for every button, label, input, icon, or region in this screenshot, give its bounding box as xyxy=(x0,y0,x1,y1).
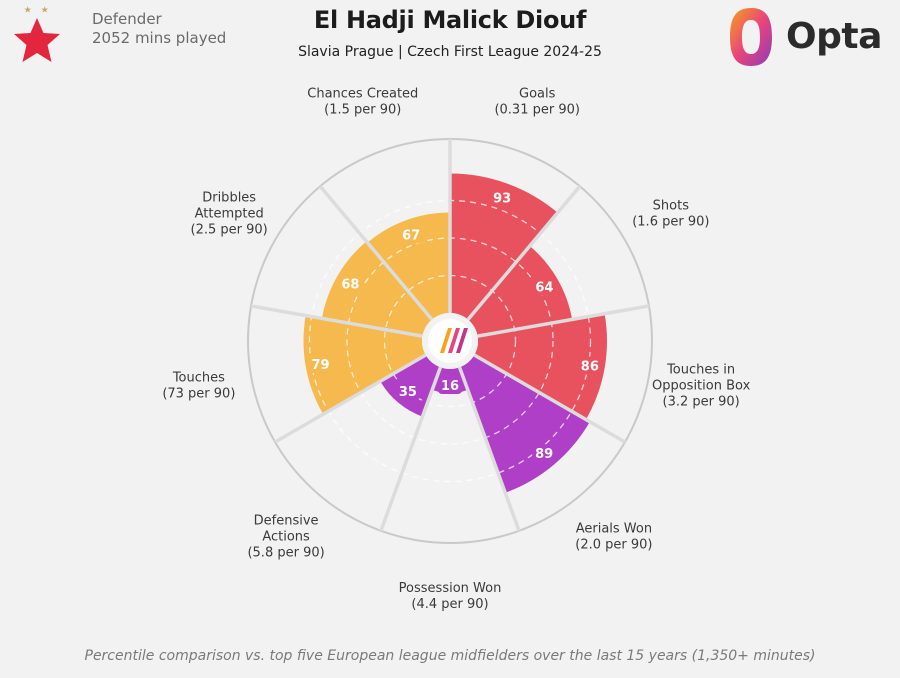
svg-text:93: 93 xyxy=(493,192,511,207)
category-label-3: Aerials Won (2.0 per 90) xyxy=(575,521,652,552)
category-label-6: Touches (73 per 90) xyxy=(162,370,235,401)
opta-logo-icon xyxy=(730,8,772,66)
title-block: El Hadji Malick Diouf Slavia Prague | Cz… xyxy=(0,6,900,60)
header-left: Defender 2052 mins played xyxy=(8,4,268,68)
brand-wordmark: Opta xyxy=(786,16,882,57)
player-meta: Defender 2052 mins played xyxy=(92,10,226,48)
radar-wedge-3 xyxy=(459,355,590,493)
svg-text:16: 16 xyxy=(441,379,459,394)
svg-text:35: 35 xyxy=(399,385,417,400)
value-label-6: 79 xyxy=(308,354,333,373)
category-label-0: Goals (0.31 per 90) xyxy=(494,86,580,117)
category-label-7: Dribbles Attempted (2.5 per 90) xyxy=(191,191,268,238)
radar-wedge-0 xyxy=(450,173,558,320)
category-label-8: Chances Created (1.5 per 90) xyxy=(307,86,418,117)
brand: Opta xyxy=(724,4,894,70)
svg-text:79: 79 xyxy=(311,358,329,373)
value-label-0: 93 xyxy=(490,188,515,207)
player-position: Defender xyxy=(92,10,162,28)
footnote: Percentile comparison vs. top five Europ… xyxy=(84,648,816,664)
radar-wedge-2 xyxy=(474,313,608,420)
radar-wedge-8 xyxy=(367,212,450,320)
minutes-played: 2052 mins played xyxy=(92,29,227,47)
radar-spoke-6 xyxy=(274,353,427,444)
svg-text:68: 68 xyxy=(341,278,359,293)
radar-spoke-8 xyxy=(318,185,434,321)
radar-spoke-5 xyxy=(379,366,443,532)
value-label-7: 68 xyxy=(338,274,363,293)
player-name: El Hadji Malick Diouf xyxy=(313,6,587,34)
category-label-4: Possession Won (4.4 per 90) xyxy=(399,581,502,612)
value-label-5: 35 xyxy=(395,382,420,401)
radar-spoke-1 xyxy=(466,185,582,321)
center-logo-icon xyxy=(440,328,468,353)
radar-spoke-7 xyxy=(250,304,423,338)
value-label-8: 67 xyxy=(399,225,424,244)
svg-text:67: 67 xyxy=(402,228,420,243)
radar-wedge-1 xyxy=(467,246,573,337)
subtitle: Slavia Prague | Czech First League 2024-… xyxy=(298,44,602,60)
value-label-3: 89 xyxy=(532,444,557,463)
category-label-1: Shots (1.6 per 90) xyxy=(632,199,709,230)
svg-text:64: 64 xyxy=(535,281,553,296)
value-label-4: 16 xyxy=(438,376,462,394)
radar-wedge-6 xyxy=(303,315,426,415)
value-label-2: 86 xyxy=(577,356,602,375)
slavia-star-icon xyxy=(14,6,60,62)
radar-spoke-4 xyxy=(457,366,521,532)
svg-text:89: 89 xyxy=(535,447,553,462)
category-label-5: Defensive Actions (5.8 per 90) xyxy=(247,513,324,560)
value-label-1: 64 xyxy=(532,277,557,296)
category-label-2: Touches in Opposition Box (3.2 per 90) xyxy=(652,362,751,409)
radar-spoke-3 xyxy=(473,353,626,444)
radar-hub-inner xyxy=(428,319,472,363)
radar-wedge-7 xyxy=(321,241,433,337)
svg-text:86: 86 xyxy=(581,360,599,375)
radar-spoke-2 xyxy=(477,304,650,338)
